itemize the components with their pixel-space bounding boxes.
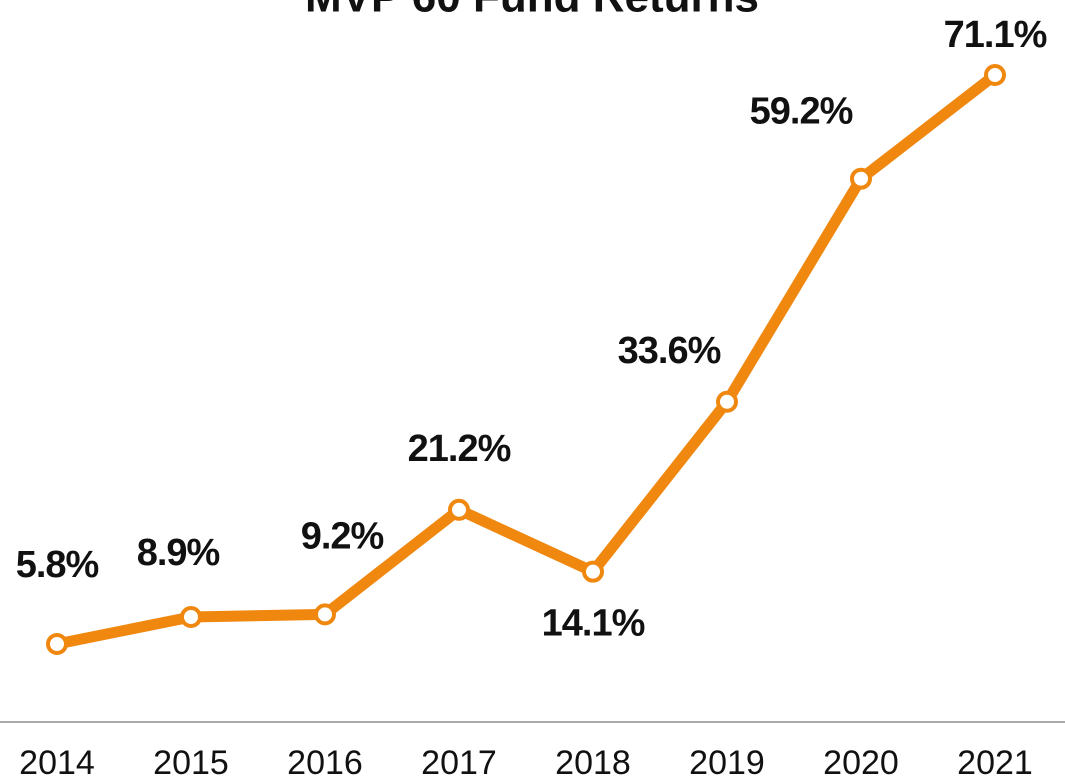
x-tick-label: 2016 bbox=[287, 744, 363, 782]
x-tick-label: 2017 bbox=[421, 744, 497, 782]
x-tick-label: 2021 bbox=[957, 744, 1033, 782]
data-label: 14.1% bbox=[542, 603, 645, 645]
point bbox=[582, 560, 604, 583]
x-tick-label: 2020 bbox=[823, 744, 899, 782]
line bbox=[55, 70, 999, 650]
x-tick-label: 2019 bbox=[689, 744, 765, 782]
data-label: 71.1% bbox=[944, 14, 1047, 56]
data-label: 59.2% bbox=[750, 91, 853, 133]
x-tick-label: 2015 bbox=[153, 744, 229, 782]
point bbox=[448, 498, 470, 521]
point bbox=[314, 603, 336, 626]
point bbox=[850, 167, 872, 190]
x-tick-label: 2014 bbox=[19, 744, 95, 782]
x-tick-label: 2018 bbox=[555, 744, 631, 782]
point bbox=[46, 633, 68, 655]
point bbox=[984, 64, 1006, 86]
chart-title: MVP 60 Fund Returns bbox=[305, 0, 759, 22]
data-label: 8.9% bbox=[137, 532, 220, 574]
data-label: 9.2% bbox=[301, 515, 384, 557]
point bbox=[716, 390, 738, 413]
point bbox=[180, 605, 202, 628]
data-label: 21.2% bbox=[408, 428, 511, 470]
data-label: 5.8% bbox=[16, 544, 99, 586]
data-label: 33.6% bbox=[618, 330, 721, 372]
